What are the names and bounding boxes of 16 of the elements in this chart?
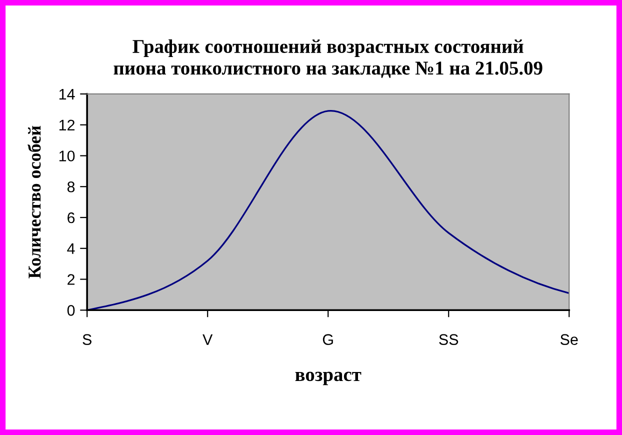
y-tick-label: 14 bbox=[59, 88, 75, 100]
y-tick-label: 6 bbox=[68, 212, 75, 224]
chart-title: График соотношений возрастных состояний пиона тонколистного на закладке №1 на 21.05.09 bbox=[114, 39, 542, 78]
y-tick-label: 4 bbox=[67, 243, 75, 254]
x-tick-label: V bbox=[202, 334, 213, 345]
x-axis-title: возраст bbox=[295, 372, 362, 386]
y-tick-label: 10 bbox=[59, 150, 75, 162]
y-tick-label: 2 bbox=[68, 274, 75, 285]
y-tick-label: 0 bbox=[67, 305, 75, 316]
y-tick-label: 8 bbox=[67, 181, 75, 192]
y-tick-label: 12 bbox=[59, 120, 75, 130]
x-tick-label: SS bbox=[439, 334, 458, 345]
x-tick-label: G bbox=[322, 334, 333, 345]
y-axis-title: Количество особей bbox=[28, 126, 41, 278]
x-tick-label: Se bbox=[560, 334, 578, 345]
x-tick-label: S bbox=[82, 334, 92, 345]
